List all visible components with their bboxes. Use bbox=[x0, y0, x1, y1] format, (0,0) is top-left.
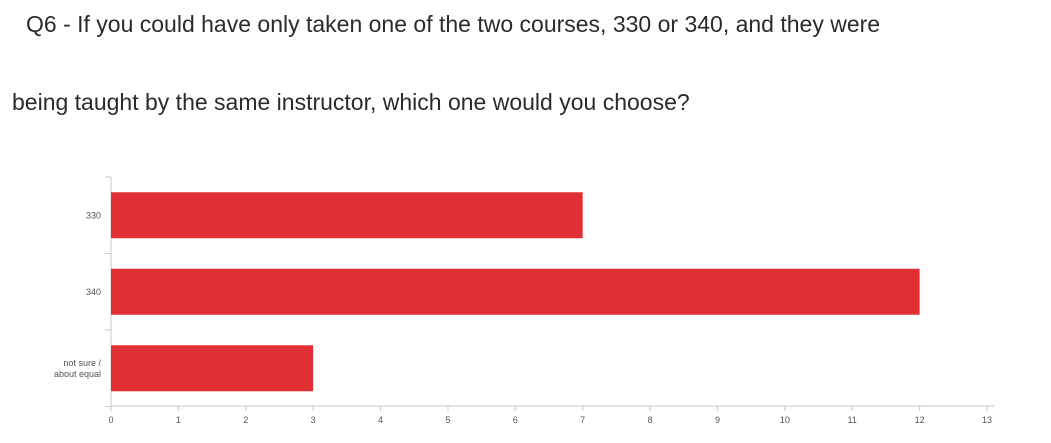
x-tick-label: 13 bbox=[982, 415, 992, 425]
bar-1 bbox=[111, 268, 920, 315]
x-tick-label: 1 bbox=[176, 415, 181, 425]
x-tick-label: 9 bbox=[715, 415, 720, 425]
x-tick-label: 10 bbox=[780, 415, 790, 425]
x-tick-label: 0 bbox=[108, 415, 113, 425]
x-tick-label: 2 bbox=[243, 415, 248, 425]
bar-0 bbox=[111, 192, 583, 239]
y-tick-label-line: not sure / bbox=[63, 358, 101, 368]
y-tick-label-line: 340 bbox=[86, 287, 101, 297]
y-tick-label: 340 bbox=[86, 287, 101, 297]
y-tick-label-line: 330 bbox=[86, 210, 101, 220]
x-tick-label: 7 bbox=[580, 415, 585, 425]
bar-2 bbox=[111, 345, 314, 392]
x-tick-label: 11 bbox=[848, 415, 857, 425]
chart-title-line-1: Q6 - If you could have only taken one of… bbox=[26, 11, 881, 37]
x-tick-label: 4 bbox=[378, 415, 383, 425]
x-tick-label: 12 bbox=[915, 415, 925, 425]
x-tick-label: 3 bbox=[311, 415, 316, 425]
x-tick-label: 6 bbox=[513, 415, 518, 425]
y-tick-label: not sure / about equal bbox=[54, 358, 102, 379]
x-tick-label: 8 bbox=[648, 415, 653, 425]
chart-title-line-2: being taught by the same instructor, whi… bbox=[12, 89, 690, 115]
y-tick-label-line: about equal bbox=[54, 369, 101, 379]
y-tick-label: 330 bbox=[86, 210, 101, 220]
x-tick-label: 5 bbox=[445, 415, 450, 425]
